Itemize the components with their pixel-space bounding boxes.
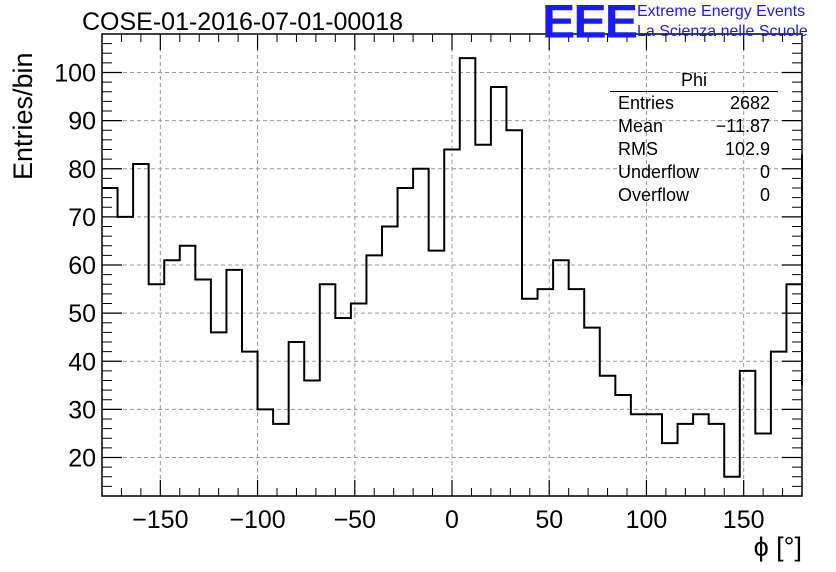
histogram-bin bbox=[289, 342, 305, 496]
y-tick-label: 50 bbox=[68, 300, 96, 328]
stats-row-rms: RMS 102.9 bbox=[610, 138, 778, 161]
stats-title: Phi bbox=[610, 70, 778, 92]
histogram-bin bbox=[460, 58, 476, 496]
y-axis-label: Entries/bin bbox=[8, 52, 38, 180]
stats-row-underflow: Underflow 0 bbox=[610, 161, 778, 184]
x-tick-label: 100 bbox=[626, 506, 668, 534]
histogram-bin bbox=[242, 352, 258, 496]
histogram-bin bbox=[553, 260, 569, 496]
stats-value: 0 bbox=[759, 185, 770, 205]
histogram-bin bbox=[771, 352, 787, 496]
histogram-bin bbox=[615, 395, 631, 496]
logo-line-2: La Scienza nelle Scuole bbox=[637, 23, 808, 40]
histogram-bin bbox=[211, 332, 227, 496]
histogram-bin bbox=[491, 87, 507, 496]
histogram-bin bbox=[118, 217, 134, 496]
stats-row-mean: Mean −11.87 bbox=[610, 115, 778, 138]
stats-value: 0 bbox=[759, 162, 770, 182]
histogram-bin bbox=[164, 260, 180, 496]
stats-box: Phi Entries 2682 Mean −11.87 RMS 102.9 Unde… bbox=[610, 70, 778, 207]
stats-row-overflow: Overflow 0 bbox=[610, 184, 778, 207]
x-tick-label: −50 bbox=[334, 506, 376, 534]
stats-label: Entries bbox=[618, 93, 675, 113]
histogram-bin bbox=[133, 164, 149, 496]
y-tick-label: 30 bbox=[68, 396, 96, 424]
y-tick-label: 100 bbox=[54, 60, 96, 88]
y-tick-label: 60 bbox=[68, 252, 96, 280]
histogram-bin bbox=[584, 328, 600, 496]
histogram-bin bbox=[366, 255, 382, 496]
stats-label: Overflow bbox=[618, 185, 690, 205]
eee-logo-icon: EEE bbox=[542, 0, 638, 49]
histogram-bin bbox=[444, 150, 460, 497]
x-tick-label: −150 bbox=[132, 506, 188, 534]
y-tick-label: 20 bbox=[68, 445, 96, 473]
histogram-bin bbox=[538, 289, 554, 496]
histogram-bin bbox=[149, 284, 165, 496]
histogram-bin bbox=[522, 299, 538, 496]
stats-label: Underflow bbox=[618, 162, 700, 182]
histogram-bin bbox=[335, 318, 351, 496]
histogram-bin bbox=[258, 409, 274, 496]
histogram-bin bbox=[475, 145, 491, 496]
histogram-bin bbox=[429, 251, 445, 496]
histogram-bin bbox=[646, 414, 662, 496]
histogram-bin bbox=[662, 443, 678, 496]
grid-lines bbox=[102, 34, 802, 496]
axis-ticks bbox=[101, 34, 803, 496]
stats-label: RMS bbox=[618, 139, 658, 159]
x-axis-label: ϕ [°] bbox=[753, 532, 802, 562]
histogram-bin bbox=[740, 371, 756, 496]
histogram-bin bbox=[600, 376, 616, 496]
histogram-bin bbox=[631, 414, 647, 496]
histogram-bin bbox=[398, 188, 414, 496]
y-tick-label: 70 bbox=[68, 204, 96, 232]
histogram-bin bbox=[678, 424, 694, 496]
histogram-bin bbox=[506, 130, 522, 496]
histogram-bin bbox=[382, 227, 398, 497]
logo-text: Extreme Energy Events La Scienza nelle S… bbox=[637, 2, 808, 42]
histogram-bin bbox=[304, 381, 320, 497]
histogram-bin bbox=[755, 433, 771, 496]
y-tick-label: 40 bbox=[68, 348, 96, 376]
histogram-bin bbox=[693, 414, 709, 496]
histogram-bin bbox=[724, 477, 740, 496]
histogram-bin bbox=[195, 279, 211, 496]
histogram-bin bbox=[351, 304, 367, 497]
stats-value: 102.9 bbox=[724, 139, 770, 159]
logo-line-1: Extreme Energy Events bbox=[637, 3, 806, 20]
x-tick-label: 0 bbox=[445, 506, 459, 534]
plot-frame bbox=[101, 33, 803, 497]
histogram-bin bbox=[413, 169, 429, 496]
histogram-bin bbox=[320, 284, 336, 496]
chart-title: COSE-01-2016-07-01-00018 bbox=[82, 8, 404, 36]
x-tick-label: 150 bbox=[723, 506, 765, 534]
histogram-outline bbox=[102, 57, 803, 478]
histogram-bin bbox=[709, 424, 725, 496]
stats-value: −11.87 bbox=[715, 116, 770, 136]
stats-row-entries: Entries 2682 bbox=[610, 92, 778, 115]
x-tick-label: −100 bbox=[229, 506, 285, 534]
x-tick-label: 50 bbox=[535, 506, 563, 534]
histogram-bin bbox=[569, 289, 585, 496]
stats-label: Mean bbox=[618, 116, 664, 136]
y-tick-label: 90 bbox=[68, 108, 96, 136]
histogram-bin bbox=[226, 270, 242, 496]
histogram-bin bbox=[180, 246, 196, 496]
tick-labels: −150 −100 −50 0 50 100 150 20 30 40 50 60 70 80 90 100 bbox=[54, 60, 764, 535]
histogram-bin bbox=[273, 424, 289, 496]
stats-value: 2682 bbox=[729, 93, 770, 113]
histogram-bars bbox=[102, 57, 803, 497]
y-tick-label: 80 bbox=[68, 156, 96, 184]
